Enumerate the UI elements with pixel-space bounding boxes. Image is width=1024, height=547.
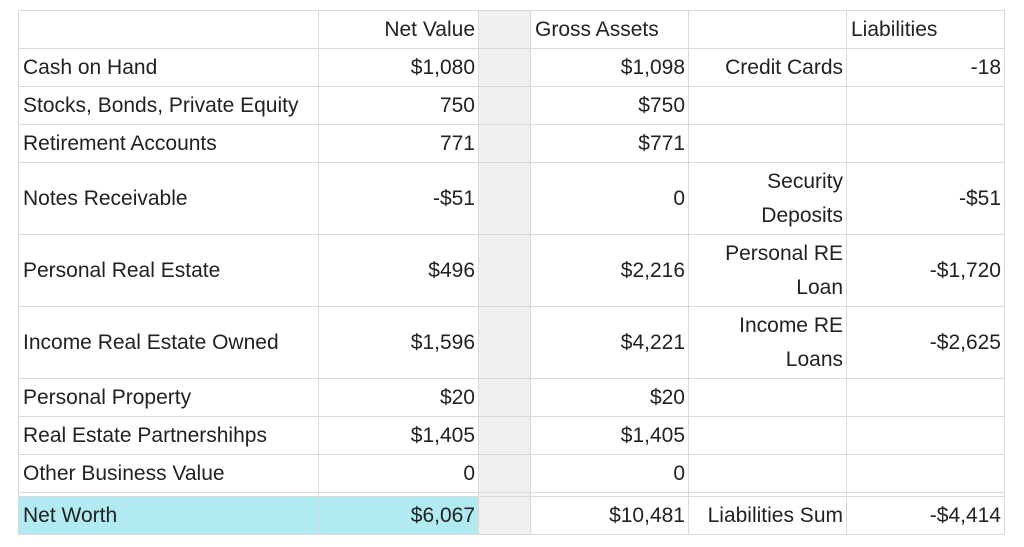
net-value-cell[interactable]: 771	[318, 124, 479, 163]
table-row: Retirement Accounts 771 $771	[18, 124, 1005, 163]
header-liab-label-empty[interactable]	[688, 10, 847, 49]
table-row: Notes Receivable -$51 0 Security Deposits…	[18, 162, 1005, 235]
gap-cell[interactable]	[478, 234, 531, 307]
header-row: Net Value Gross Assets Liabilities	[18, 10, 1005, 49]
liabilities-sum-value[interactable]: -$4,414	[846, 496, 1005, 535]
table-row: Stocks, Bonds, Private Equity 750 $750	[18, 86, 1005, 125]
header-gross-assets[interactable]: Gross Assets	[530, 10, 689, 49]
row-label[interactable]: Notes Receivable	[18, 162, 319, 235]
net-value-cell[interactable]: -$51	[318, 162, 479, 235]
table-row: Personal Real Estate $496 $2,216 Persona…	[18, 234, 1005, 307]
header-liabilities[interactable]: Liabilities	[846, 10, 1005, 49]
liability-value-cell[interactable]	[846, 124, 1005, 163]
liability-value-cell[interactable]	[846, 86, 1005, 125]
table-row: Personal Property $20 $20	[18, 378, 1005, 417]
row-label[interactable]: Other Business Value	[18, 454, 319, 493]
liability-label-cell[interactable]	[688, 454, 847, 493]
liability-label-cell[interactable]: Security Deposits	[688, 162, 847, 235]
table-row: Cash on Hand $1,080 $1,098 Credit Cards …	[18, 48, 1005, 87]
table-row: Income Real Estate Owned $1,596 $4,221 I…	[18, 306, 1005, 379]
net-worth-value[interactable]: $6,067	[318, 496, 479, 535]
liability-label-cell[interactable]	[688, 416, 847, 455]
liability-label-line2: Deposits	[761, 203, 843, 227]
gap-cell[interactable]	[478, 454, 531, 493]
gross-assets-cell[interactable]: $1,098	[530, 48, 689, 87]
gross-assets-cell[interactable]: 0	[530, 162, 689, 235]
row-label[interactable]: Cash on Hand	[18, 48, 319, 87]
liability-label-text: Personal RE Loan	[725, 237, 843, 305]
net-value-cell[interactable]: $1,405	[318, 416, 479, 455]
liability-value-cell[interactable]	[846, 416, 1005, 455]
liability-label-cell[interactable]	[688, 124, 847, 163]
gap-cell[interactable]	[478, 496, 531, 535]
gross-assets-cell[interactable]: $2,216	[530, 234, 689, 307]
gross-assets-cell[interactable]: $771	[530, 124, 689, 163]
gross-assets-cell[interactable]: $20	[530, 378, 689, 417]
gap-cell[interactable]	[478, 124, 531, 163]
gross-assets-total[interactable]: $10,481	[530, 496, 689, 535]
liability-label-line2: Loans	[785, 347, 843, 371]
net-value-cell[interactable]: 750	[318, 86, 479, 125]
gross-assets-cell[interactable]: $1,405	[530, 416, 689, 455]
net-value-cell[interactable]: $1,596	[318, 306, 479, 379]
liability-label-line1: Personal RE	[725, 241, 843, 265]
liability-value-cell[interactable]: -$1,720	[846, 234, 1005, 307]
liabilities-sum-label[interactable]: Liabilities Sum	[688, 496, 847, 535]
gap-cell[interactable]	[478, 48, 531, 87]
liability-label-cell[interactable]: Personal RE Loan	[688, 234, 847, 307]
liability-label-cell[interactable]: Credit Cards	[688, 48, 847, 87]
liability-label-cell[interactable]: Income RE Loans	[688, 306, 847, 379]
header-empty-cell[interactable]	[18, 10, 319, 49]
liability-label-line1: Income RE	[739, 313, 843, 337]
liability-value-cell[interactable]: -18	[846, 48, 1005, 87]
liability-label-line1: Security	[767, 169, 843, 193]
row-label[interactable]: Stocks, Bonds, Private Equity	[18, 86, 319, 125]
table-row: Real Estate Partnershihps $1,405 $1,405	[18, 416, 1005, 455]
gap-cell[interactable]	[478, 86, 531, 125]
gross-assets-cell[interactable]: $750	[530, 86, 689, 125]
liability-label-cell[interactable]	[688, 86, 847, 125]
net-worth-label[interactable]: Net Worth	[18, 496, 319, 535]
row-label[interactable]: Personal Property	[18, 378, 319, 417]
gap-cell[interactable]	[478, 162, 531, 235]
gap-cell[interactable]	[478, 10, 531, 49]
liability-value-cell[interactable]: -$2,625	[846, 306, 1005, 379]
header-net-value[interactable]: Net Value	[318, 10, 479, 49]
liability-value-cell[interactable]	[846, 378, 1005, 417]
gross-assets-cell[interactable]: $4,221	[530, 306, 689, 379]
liability-value-cell[interactable]	[846, 454, 1005, 493]
net-value-cell[interactable]: $1,080	[318, 48, 479, 87]
liability-label-cell[interactable]	[688, 378, 847, 417]
gross-assets-cell[interactable]: 0	[530, 454, 689, 493]
row-label[interactable]: Income Real Estate Owned	[18, 306, 319, 379]
total-row: Net Worth $6,067 $10,481 Liabilities Sum…	[18, 496, 1005, 535]
net-worth-sheet: Net Value Gross Assets Liabilities Cash …	[18, 10, 1005, 535]
liability-label-line2: Loan	[796, 275, 843, 299]
liability-label-text: Income RE Loans	[739, 309, 843, 377]
row-label[interactable]: Real Estate Partnershihps	[18, 416, 319, 455]
gap-cell[interactable]	[478, 306, 531, 379]
table-row: Other Business Value 0 0	[18, 454, 1005, 493]
gap-cell[interactable]	[478, 378, 531, 417]
net-value-cell[interactable]: $20	[318, 378, 479, 417]
net-value-cell[interactable]: $496	[318, 234, 479, 307]
row-label[interactable]: Retirement Accounts	[18, 124, 319, 163]
row-label[interactable]: Personal Real Estate	[18, 234, 319, 307]
liability-value-cell[interactable]: -$51	[846, 162, 1005, 235]
net-value-cell[interactable]: 0	[318, 454, 479, 493]
gap-cell[interactable]	[478, 416, 531, 455]
liability-label-text: Security Deposits	[761, 165, 843, 233]
